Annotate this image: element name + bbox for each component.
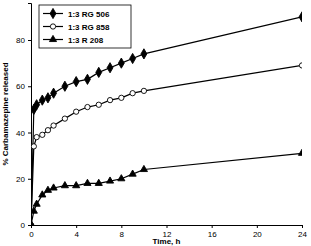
marker xyxy=(95,179,102,185)
y-axis-title: % Carbamazepine released xyxy=(1,62,10,165)
tick: 8 xyxy=(120,225,125,239)
marker xyxy=(96,102,101,107)
marker xyxy=(129,170,136,176)
legend-box xyxy=(39,5,131,48)
chart: 048121620240204060801:3 RG 5061:3 RG 858… xyxy=(0,0,311,246)
series-group xyxy=(31,12,302,225)
tick-mark xyxy=(28,133,31,134)
legend-label: 1:3 RG 858 xyxy=(68,23,110,32)
marker xyxy=(45,128,50,133)
plot: 048121620240204060801:3 RG 5061:3 RG 858… xyxy=(16,4,307,239)
marker xyxy=(299,12,302,22)
tick-mark xyxy=(28,40,31,41)
legend-item: 1:3 RG 506 xyxy=(43,8,110,18)
tick-label: 24 xyxy=(298,230,307,239)
marker xyxy=(31,144,36,149)
tick-mark xyxy=(28,225,31,226)
tick-label: 60 xyxy=(16,82,25,91)
marker xyxy=(74,109,79,114)
marker xyxy=(84,179,91,185)
legend: 1:3 RG 506 1:3 RG 858 1:3 R 208 xyxy=(39,5,131,48)
marker xyxy=(51,123,56,128)
marker xyxy=(39,95,45,105)
legend-marker xyxy=(50,24,55,29)
series-line xyxy=(31,65,302,225)
tick: 16 xyxy=(208,225,217,239)
tick-mark xyxy=(257,225,258,228)
marker xyxy=(85,104,90,109)
marker xyxy=(96,67,102,77)
marker xyxy=(50,184,57,190)
marker xyxy=(298,149,302,155)
tick-label: 4 xyxy=(74,230,79,239)
y-axis: 0 20 40 60 80 xyxy=(16,4,31,231)
marker xyxy=(118,175,125,181)
marker xyxy=(107,97,112,102)
tick: 4 xyxy=(74,225,79,239)
tick: 40 xyxy=(16,129,31,138)
tick-mark xyxy=(167,225,168,228)
tick: 0 xyxy=(21,221,31,230)
marker xyxy=(62,81,68,91)
marker xyxy=(40,132,45,137)
series-line xyxy=(31,153,302,225)
marker xyxy=(31,207,37,213)
tick: 20 xyxy=(253,225,262,239)
marker xyxy=(299,63,302,68)
tick: 24 xyxy=(298,225,307,239)
tick-label: 16 xyxy=(208,230,217,239)
tick: 0 xyxy=(29,225,34,239)
legend-label: 1:3 RG 506 xyxy=(68,10,110,19)
marker xyxy=(61,182,68,188)
marker xyxy=(62,116,67,121)
legend-marker xyxy=(50,8,56,18)
tick-label: 20 xyxy=(16,175,25,184)
tick-label: 0 xyxy=(21,221,26,230)
tick-label: 0 xyxy=(29,230,34,239)
marker xyxy=(106,177,113,183)
tick: 20 xyxy=(16,175,31,184)
marker xyxy=(119,95,124,100)
legend-marker xyxy=(49,35,56,41)
tick: 80 xyxy=(16,36,31,45)
tick-mark xyxy=(28,179,31,180)
marker xyxy=(141,88,146,93)
tick-label: 20 xyxy=(253,230,262,239)
axis-line xyxy=(32,226,303,229)
marker xyxy=(33,200,40,206)
marker xyxy=(85,74,91,84)
marker xyxy=(45,93,51,103)
marker xyxy=(73,77,79,87)
tick-mark xyxy=(28,86,31,87)
legend-item: 1:3 R 208 xyxy=(43,35,104,44)
tick: 60 xyxy=(16,82,31,91)
legend-item: 1:3 RG 858 xyxy=(43,23,110,32)
marker xyxy=(141,49,147,59)
axis-line xyxy=(28,4,32,226)
marker xyxy=(140,165,147,171)
tick-mark xyxy=(302,225,303,228)
marker xyxy=(118,58,124,68)
tick-mark xyxy=(212,225,213,228)
marker xyxy=(34,134,39,139)
legend-label: 1:3 R 208 xyxy=(68,36,104,45)
tick-mark xyxy=(76,225,77,228)
tick-label: 40 xyxy=(16,129,25,138)
tick-label: 80 xyxy=(16,36,25,45)
tick-label: 8 xyxy=(120,230,125,239)
marker xyxy=(34,100,40,110)
marker xyxy=(51,88,57,98)
marker xyxy=(31,221,35,225)
marker xyxy=(130,91,135,96)
marker xyxy=(73,182,80,188)
tick-mark xyxy=(121,225,122,228)
marker xyxy=(130,53,136,63)
x-axis-title: Time, h xyxy=(153,237,181,246)
marker xyxy=(107,63,113,73)
